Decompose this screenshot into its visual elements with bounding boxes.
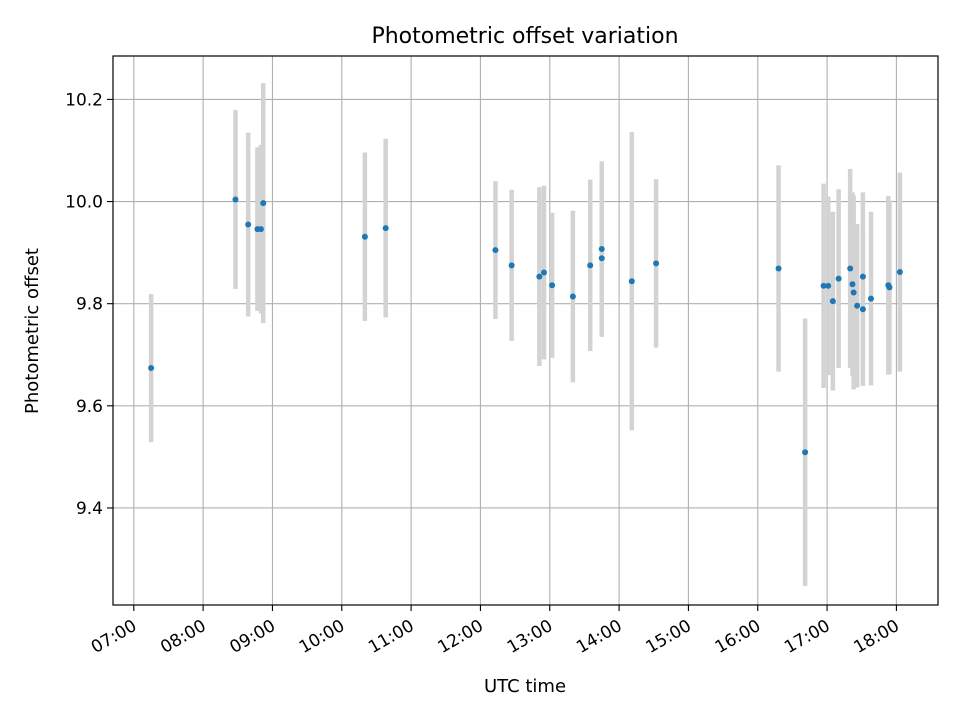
- x-tick-label: 18:00: [850, 616, 902, 658]
- y-axis-ticks: 9.4 9.6 9.8 10.0 10.2: [65, 90, 113, 519]
- x-tick-label: 15:00: [642, 616, 694, 658]
- data-point: [859, 273, 866, 280]
- data-point: [540, 269, 547, 276]
- data-point: [569, 293, 576, 300]
- y-tick-label: 9.8: [76, 295, 103, 315]
- data-point: [825, 282, 832, 289]
- y-axis-label: Photometric offset: [22, 248, 43, 414]
- x-tick-label: 12:00: [435, 616, 487, 658]
- data-point: [598, 246, 605, 253]
- data-point: [859, 306, 866, 313]
- data-point: [896, 269, 903, 276]
- data-point: [886, 284, 893, 291]
- data-point: [257, 226, 264, 233]
- data-point: [361, 233, 368, 240]
- y-tick-label: 9.4: [76, 499, 103, 519]
- data-point: [245, 221, 252, 228]
- data-point: [849, 281, 856, 288]
- data-point: [802, 449, 809, 456]
- data-point: [775, 265, 782, 272]
- x-tick-label: 11:00: [365, 616, 417, 658]
- data-point: [628, 278, 635, 285]
- data-point: [232, 196, 239, 203]
- data-point: [549, 282, 556, 289]
- x-tick-label: 13:00: [504, 616, 556, 658]
- chart-title: Photometric offset variation: [371, 24, 678, 49]
- plot-frame: [112, 55, 939, 606]
- x-tick-label: 14:00: [573, 616, 625, 658]
- data-point: [829, 298, 836, 305]
- data-point: [382, 225, 389, 232]
- data-point: [536, 273, 543, 280]
- error-bars: [148, 83, 903, 587]
- data-point: [587, 262, 594, 269]
- data-point: [508, 262, 515, 269]
- x-tick-label: 07:00: [88, 616, 140, 658]
- data-point: [854, 302, 861, 309]
- y-tick-label: 9.6: [76, 397, 103, 417]
- data-point: [148, 365, 155, 372]
- data-points: [148, 196, 903, 456]
- x-tick-label: 09:00: [227, 616, 279, 658]
- data-point: [847, 265, 854, 272]
- data-point: [598, 255, 605, 262]
- x-tick-label: 17:00: [781, 616, 833, 658]
- data-point: [820, 282, 827, 289]
- y-tick-label: 10.2: [65, 90, 103, 110]
- y-tick-label: 10.0: [65, 193, 103, 213]
- grid-lines: [113, 56, 938, 605]
- x-axis-ticks: 07:00 08:00 09:00 10:00 11:00 12:00 13:00 14:00…: [88, 605, 903, 658]
- data-point: [850, 289, 857, 296]
- data-point: [260, 200, 267, 207]
- data-point: [867, 295, 874, 302]
- x-tick-label: 08:00: [157, 616, 209, 658]
- x-tick-label: 16:00: [712, 616, 764, 658]
- data-point: [492, 247, 499, 254]
- x-axis-label: UTC time: [484, 676, 566, 697]
- x-tick-label: 10:00: [296, 616, 348, 658]
- data-point: [653, 260, 660, 267]
- data-point: [835, 275, 842, 282]
